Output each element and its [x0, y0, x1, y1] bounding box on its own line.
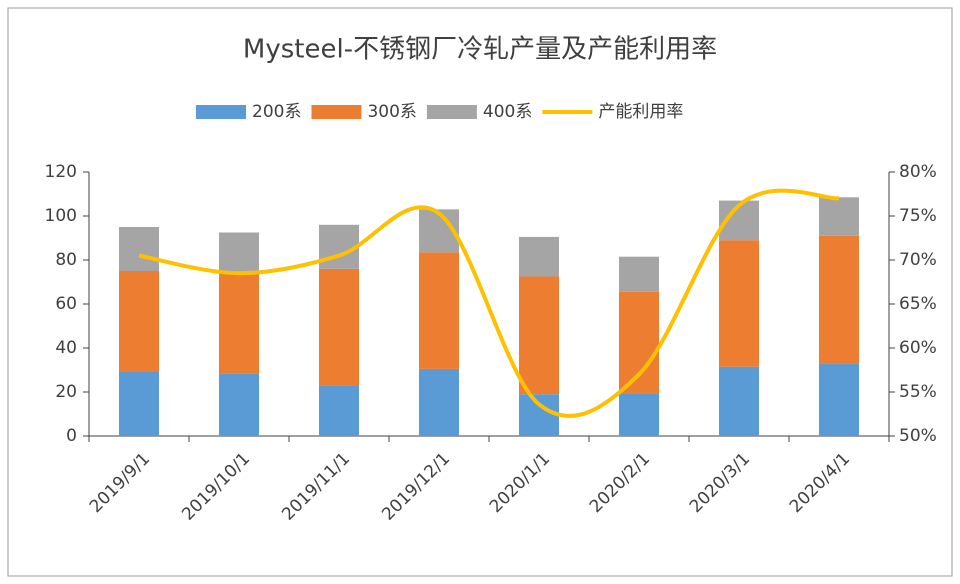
y2-tick-label: 75% [899, 206, 937, 226]
chart-title: Mysteel-不锈钢厂冷轧产量及产能利用率 [243, 35, 717, 65]
y-tick-label: 0 [66, 426, 77, 446]
bar [719, 366, 759, 436]
bar [519, 236, 559, 277]
bar [519, 394, 559, 436]
bar [819, 235, 859, 364]
legend-label: 产能利用率 [598, 102, 683, 122]
bar [119, 227, 159, 271]
bar [419, 252, 459, 369]
bar [719, 240, 759, 367]
y-tick-label: 80 [55, 250, 77, 270]
y2-tick-label: 55% [899, 382, 937, 402]
bar [619, 256, 659, 292]
y2-tick-label: 60% [899, 338, 937, 358]
bar [319, 385, 359, 436]
bar [219, 373, 259, 436]
y-tick-label: 40 [55, 338, 77, 358]
bar [819, 363, 859, 436]
y2-tick-label: 70% [899, 250, 937, 270]
bar [419, 368, 459, 436]
bar [219, 273, 259, 374]
bar [519, 276, 559, 395]
line [138, 188, 840, 418]
bar [219, 232, 259, 274]
bar [619, 291, 659, 394]
legend-swatch [311, 105, 362, 119]
y-tick-label: 20 [55, 382, 77, 402]
legend-label: 300系 [367, 102, 416, 122]
y-tick-label: 120 [45, 162, 77, 182]
bar [119, 271, 159, 372]
y-tick-label: 100 [45, 206, 77, 226]
bar [819, 197, 859, 236]
chart-frame [7, 7, 953, 577]
legend-swatch [426, 105, 477, 119]
y2-tick-label: 50% [899, 426, 937, 446]
bar [319, 268, 359, 386]
legend-label: 400系 [483, 102, 532, 122]
bar [119, 371, 159, 436]
y-tick-label: 60 [55, 294, 77, 314]
legend-swatch [196, 105, 246, 119]
y2-tick-label: 65% [899, 294, 937, 314]
y2-tick-label: 80% [899, 162, 937, 182]
bar [619, 393, 659, 436]
legend-label: 200系 [252, 102, 301, 122]
